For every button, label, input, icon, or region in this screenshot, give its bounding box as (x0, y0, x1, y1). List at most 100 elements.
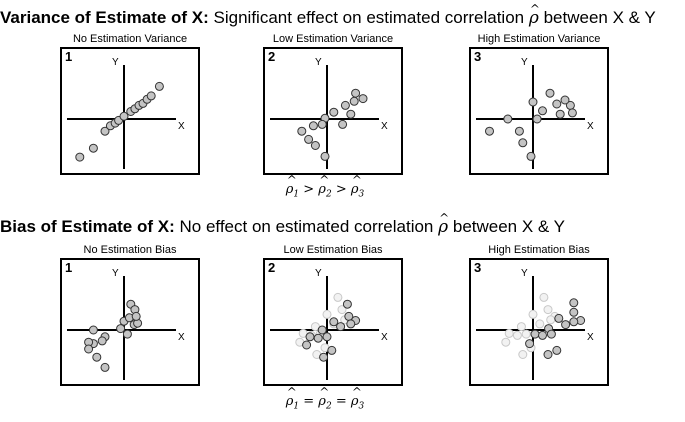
panel-number: 1 (65, 260, 73, 275)
faded-point (528, 309, 538, 319)
scatter-plot (476, 276, 586, 380)
x-axis-label: X (381, 332, 388, 343)
data-point (313, 333, 323, 343)
panel-frame: 1 Y X (60, 258, 200, 386)
data-point (338, 119, 348, 129)
data-point (552, 345, 562, 355)
y-axis-label: Y (315, 57, 322, 68)
faded-point (504, 328, 514, 338)
panel-title: High Estimation Variance (477, 33, 601, 45)
data-point (100, 362, 110, 372)
bottom-heading-tail: between X & Y (452, 217, 566, 236)
panel-number: 1 (65, 49, 73, 64)
formula-operator: = (331, 394, 351, 409)
faded-point (512, 330, 522, 340)
x-axis-label: X (178, 121, 185, 132)
y-axis-label: Y (315, 268, 322, 279)
data-point (88, 325, 98, 335)
top-heading-bold: Variance of Estimate of X: (0, 8, 209, 27)
data-point (569, 298, 579, 308)
faded-point (543, 305, 553, 315)
faded-point (501, 337, 511, 347)
scatter-plot (476, 65, 585, 169)
panel-title: No Estimation Variance (72, 33, 188, 45)
data-point (319, 352, 329, 362)
data-point (146, 91, 156, 101)
data-point (554, 313, 564, 323)
data-point (532, 114, 542, 124)
x-axis-label: X (587, 121, 594, 132)
bottom-heading-text: No effect on estimated correlation (179, 217, 434, 236)
data-point (561, 320, 571, 330)
data-point (310, 141, 320, 150)
data-point (545, 88, 555, 98)
top-heading: Variance of Estimate of X: Significant e… (0, 0, 656, 28)
data-point (358, 94, 368, 104)
scatter-plot (270, 65, 379, 169)
data-point (543, 350, 553, 359)
data-point (528, 97, 538, 107)
data-point (530, 329, 540, 339)
data-point (329, 317, 339, 327)
x-axis-label: X (381, 121, 388, 132)
y-axis-label: Y (521, 57, 528, 68)
panel-frame: 3 Y X (469, 258, 609, 386)
data-point (538, 106, 547, 116)
faded-point (535, 319, 545, 329)
formula-rho: ρ3 (351, 385, 364, 411)
x-axis-label: X (587, 332, 594, 343)
data-point (538, 330, 547, 340)
formula-operator: > (299, 182, 319, 197)
data-point (308, 121, 318, 131)
formula-rho: ρ1 (286, 385, 299, 411)
data-point (100, 126, 110, 136)
faded-point (337, 305, 347, 315)
formula-rho: ρ3 (351, 173, 364, 199)
data-point (322, 332, 332, 342)
data-point (88, 143, 98, 153)
data-point (569, 307, 579, 317)
data-point (317, 325, 327, 335)
scatter-plot (67, 65, 176, 169)
y-axis-label: Y (521, 268, 528, 279)
panel-title: Low Estimation Variance (272, 33, 394, 45)
panel-number: 3 (474, 260, 482, 275)
x-axis-label: X (178, 332, 185, 343)
panel-number: 2 (268, 260, 276, 275)
data-point (116, 324, 126, 334)
panel-number: 2 (268, 49, 276, 64)
data-point (340, 100, 350, 110)
data-point (75, 152, 85, 162)
faded-point (546, 315, 556, 325)
panel-frame: 2 Y X (263, 258, 403, 386)
formula-operator: = (299, 394, 319, 409)
scatter-plot (270, 276, 379, 380)
bottom-heading: Bias of Estimate of X: No effect on esti… (0, 208, 566, 237)
data-point (297, 126, 307, 136)
data-point (84, 344, 94, 354)
top-formula: ρ1 > ρ2 > ρ3 (225, 173, 425, 199)
bottom-formula: ρ1 = ρ2 = ρ3 (225, 385, 425, 411)
y-axis-label: Y (112, 57, 119, 68)
data-point (525, 339, 535, 349)
data-point (119, 111, 129, 121)
formula-rho: ρ2 (318, 173, 331, 199)
top-heading-text: Significant effect on estimated correlat… (213, 8, 525, 27)
data-point (546, 329, 556, 339)
data-point (351, 88, 361, 98)
faded-point (539, 292, 549, 302)
data-point (485, 126, 494, 136)
data-point (514, 126, 524, 136)
data-point (131, 311, 141, 321)
data-point (329, 107, 339, 117)
panel-title: High Estimation Bias (488, 244, 590, 256)
data-point (569, 317, 579, 327)
panel-frame: 3 Y X (469, 47, 609, 175)
data-point (320, 151, 330, 161)
data-point (518, 138, 528, 148)
data-point (327, 345, 337, 355)
data-point (336, 322, 346, 332)
data-point (552, 99, 562, 109)
data-point (304, 134, 314, 144)
top-heading-tail: between X & Y (543, 8, 656, 27)
